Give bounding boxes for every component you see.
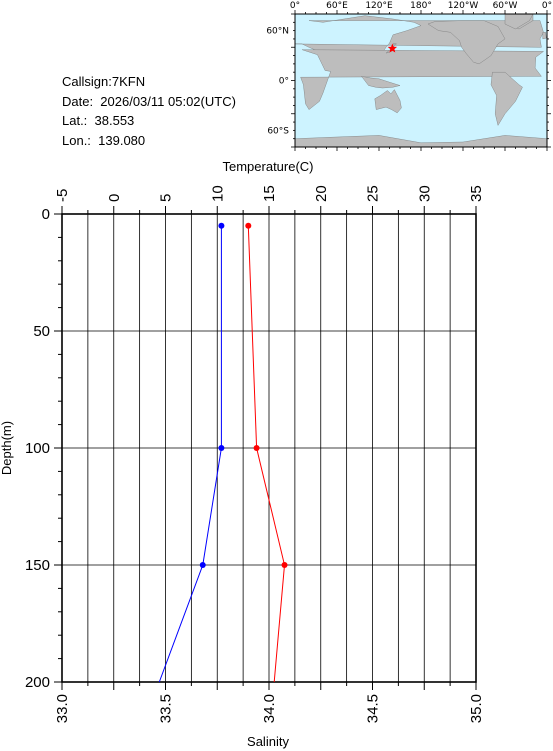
map-land [294, 13, 548, 148]
salinity-line [158, 225, 222, 683]
land-uk [542, 32, 547, 40]
depth-tick-label: 50 [33, 323, 50, 340]
station-marker-icon [387, 43, 398, 53]
salinity-point [218, 222, 225, 229]
salinity-tick-label: 33.5 [158, 694, 175, 723]
temperature-tick-label: 5 [158, 194, 175, 202]
depth-tick-label: 150 [25, 557, 50, 574]
latitude-text: Lat.: 38.553 [62, 113, 135, 128]
depth-tick-label: 0 [42, 206, 50, 223]
temperature-tick-label: 25 [365, 185, 382, 202]
salinity-tick-label: 33.0 [54, 694, 71, 723]
temperature-point [281, 562, 288, 568]
longitude-text: Lon.: 139.080 [62, 132, 146, 148]
map-frame [291, 10, 551, 151]
map-lon-label: 0° [290, 1, 300, 11]
temperature-tick-label: -5 [54, 189, 71, 202]
temperature-tick-label: 20 [313, 185, 330, 202]
land-south-america [490, 71, 523, 126]
salinity-tick-label: 34.5 [365, 694, 382, 723]
temperature-tick-label: 15 [261, 185, 278, 202]
depth-axis-title: Depth(m) [0, 421, 14, 475]
map-lon-label: 0° [542, 1, 552, 11]
depth-tick-label: 100 [25, 440, 50, 457]
map-lat-label: 60°N [266, 27, 289, 37]
temperature-axis-title: Temperature(C) [222, 159, 313, 174]
temperature-tick-label: 35 [468, 185, 485, 202]
salinity-tick-label: 34.0 [261, 694, 278, 723]
chart-grid [62, 214, 476, 682]
map-lon-label: 120°W [448, 1, 479, 11]
map-lon-label: 60°E [326, 1, 348, 11]
temperature-tick-label: 30 [416, 185, 433, 202]
map-lon-label: 180° [410, 1, 432, 11]
temperature-tick-label: 0 [106, 194, 123, 202]
chart-ticks: -5 0 5 10 15 20 25 30 35 33.0 33.5 34.0 34.5 35.0 0 50 1… [25, 185, 485, 723]
temperature-point [253, 445, 260, 451]
date-text: Date: 2026/03/11 05:02(UTC) [62, 93, 236, 109]
depth-tick-label: 200 [25, 674, 50, 691]
salinity-axis-title: Salinity [247, 734, 289, 749]
map-lat-label: 0° [279, 77, 289, 87]
callsign-text: Callsign:7KFN [62, 74, 146, 89]
location-map: 0° 60°E 120°E 180° 120°W 60°W 0° 60°N 0° 60°S [266, 1, 552, 151]
land-north-america [427, 20, 506, 65]
map-lon-label: 60°W [493, 1, 518, 11]
map-lat-label: 60°S [267, 126, 289, 136]
temperature-line [247, 225, 286, 683]
map-labels: 0° 60°E 120°E 180° 120°W 60°W 0° 60°N 0° 60°S [266, 1, 552, 136]
chart-series [158, 222, 288, 683]
land-australia [374, 89, 402, 114]
salinity-point [218, 445, 225, 451]
salinity-tick-label: 35.0 [468, 694, 485, 723]
station-info: Callsign:7KFN Date: 2026/03/11 05:02(UTC… [62, 72, 236, 150]
temperature-tick-label: 10 [209, 185, 226, 202]
land-indonesia [361, 76, 401, 89]
map-lon-label: 120°E [365, 1, 393, 11]
station-star [387, 43, 398, 53]
salinity-point [199, 562, 206, 568]
temperature-point [245, 222, 252, 229]
land-africa [300, 49, 545, 110]
